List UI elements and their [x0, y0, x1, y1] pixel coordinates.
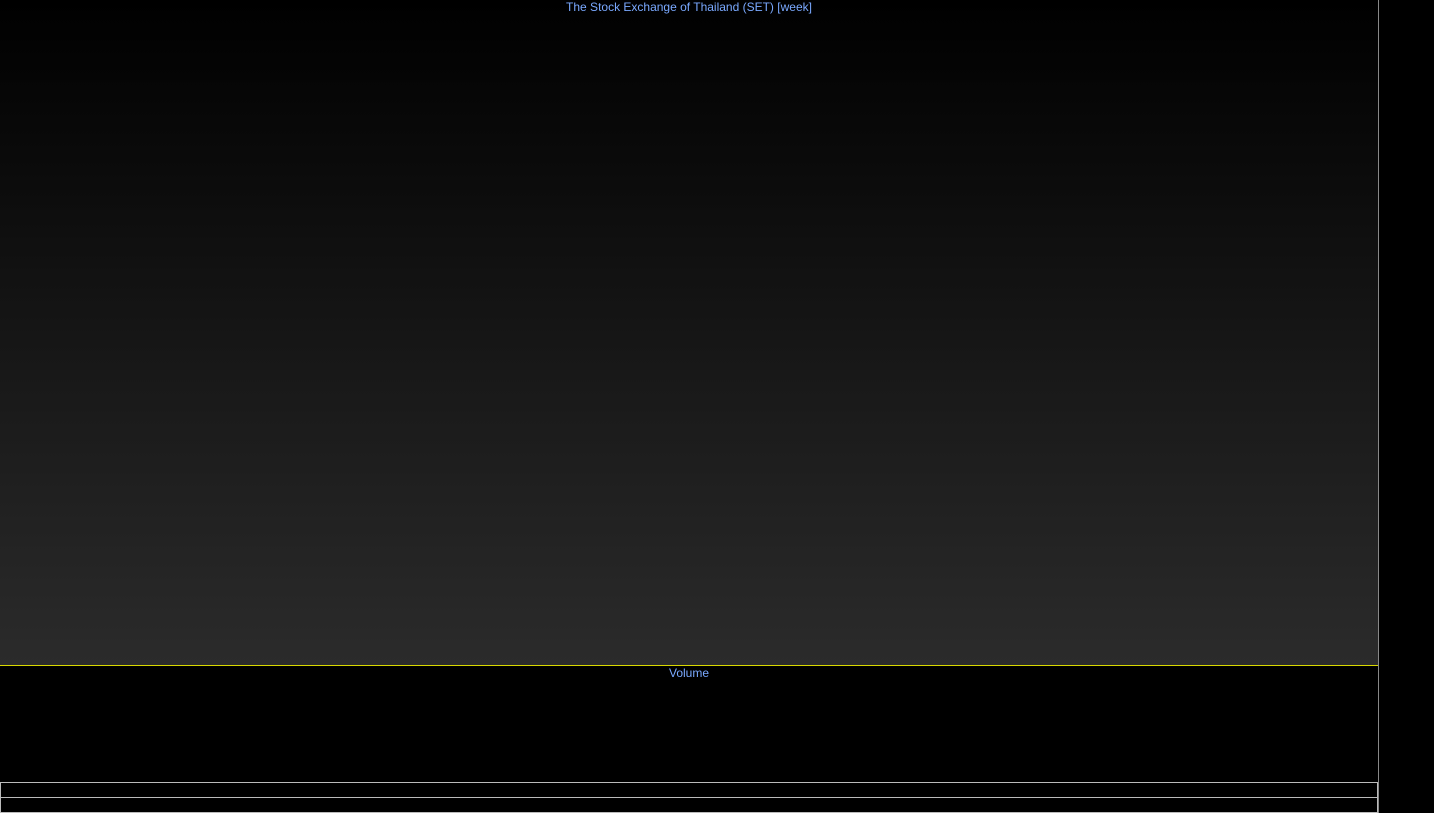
price-panel — [0, 0, 1378, 665]
date-axis — [0, 782, 1378, 798]
chart-title: The Stock Exchange of Thailand (SET) [we… — [566, 0, 812, 14]
year-axis — [0, 797, 1378, 813]
volume-panel — [0, 665, 1378, 782]
volume-title: Volume — [669, 666, 709, 680]
